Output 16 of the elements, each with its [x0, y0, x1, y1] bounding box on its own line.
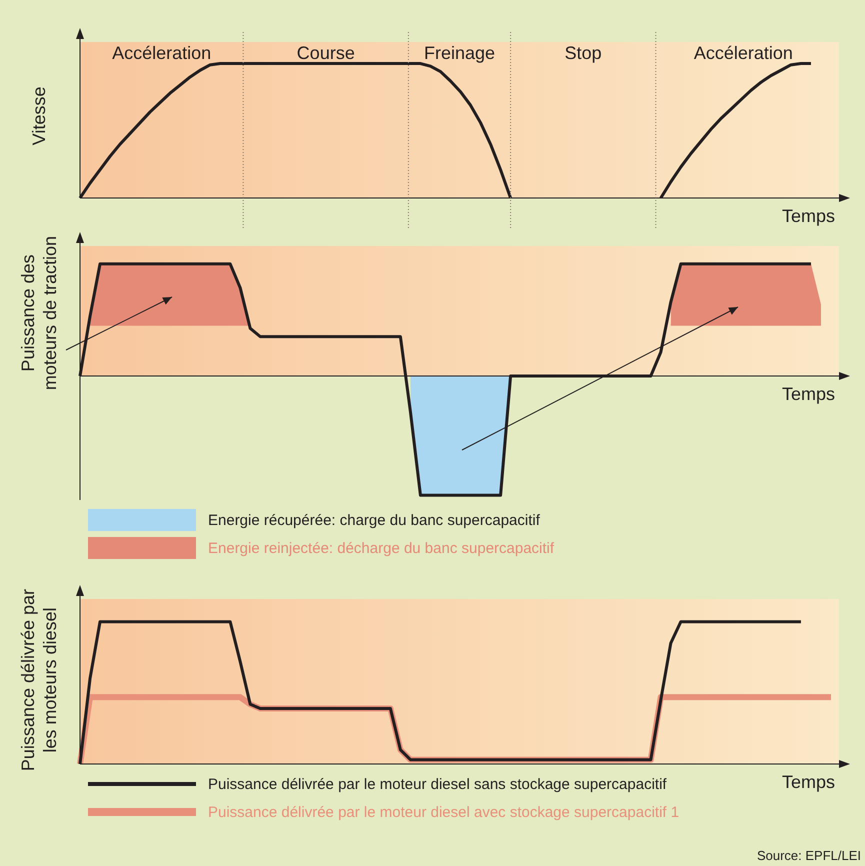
x-axis-title: Temps	[782, 206, 835, 226]
text: Energie récupérée: charge du banc supercapacitif	[208, 512, 540, 528]
y-axis-title: Puissance délivrée par les moteurs diesel	[18, 588, 60, 772]
x-axis-title: Temps	[782, 772, 835, 792]
x-axis-title: Temps	[782, 384, 835, 404]
y-axis-title: Vitesse	[28, 86, 49, 146]
text: Stop	[564, 42, 602, 63]
text: Energie reinjectée: décharge du banc supercapacitif	[208, 540, 554, 556]
source-note: Source: EPFL/LEI	[756, 848, 861, 863]
text: Accéleration	[694, 42, 793, 63]
text: Course	[296, 42, 355, 63]
text: Puissance délivrée par le moteur diesel avec stockage supercapacitif 1	[208, 804, 680, 820]
text: Accéleration	[112, 42, 212, 63]
y-axis-title: Puissance des moteurs de traction	[18, 236, 60, 390]
series-label: Puissance délivrée par le moteur diesel sans stockage supercapacitif	[208, 776, 667, 792]
text: Freinage	[424, 42, 496, 63]
